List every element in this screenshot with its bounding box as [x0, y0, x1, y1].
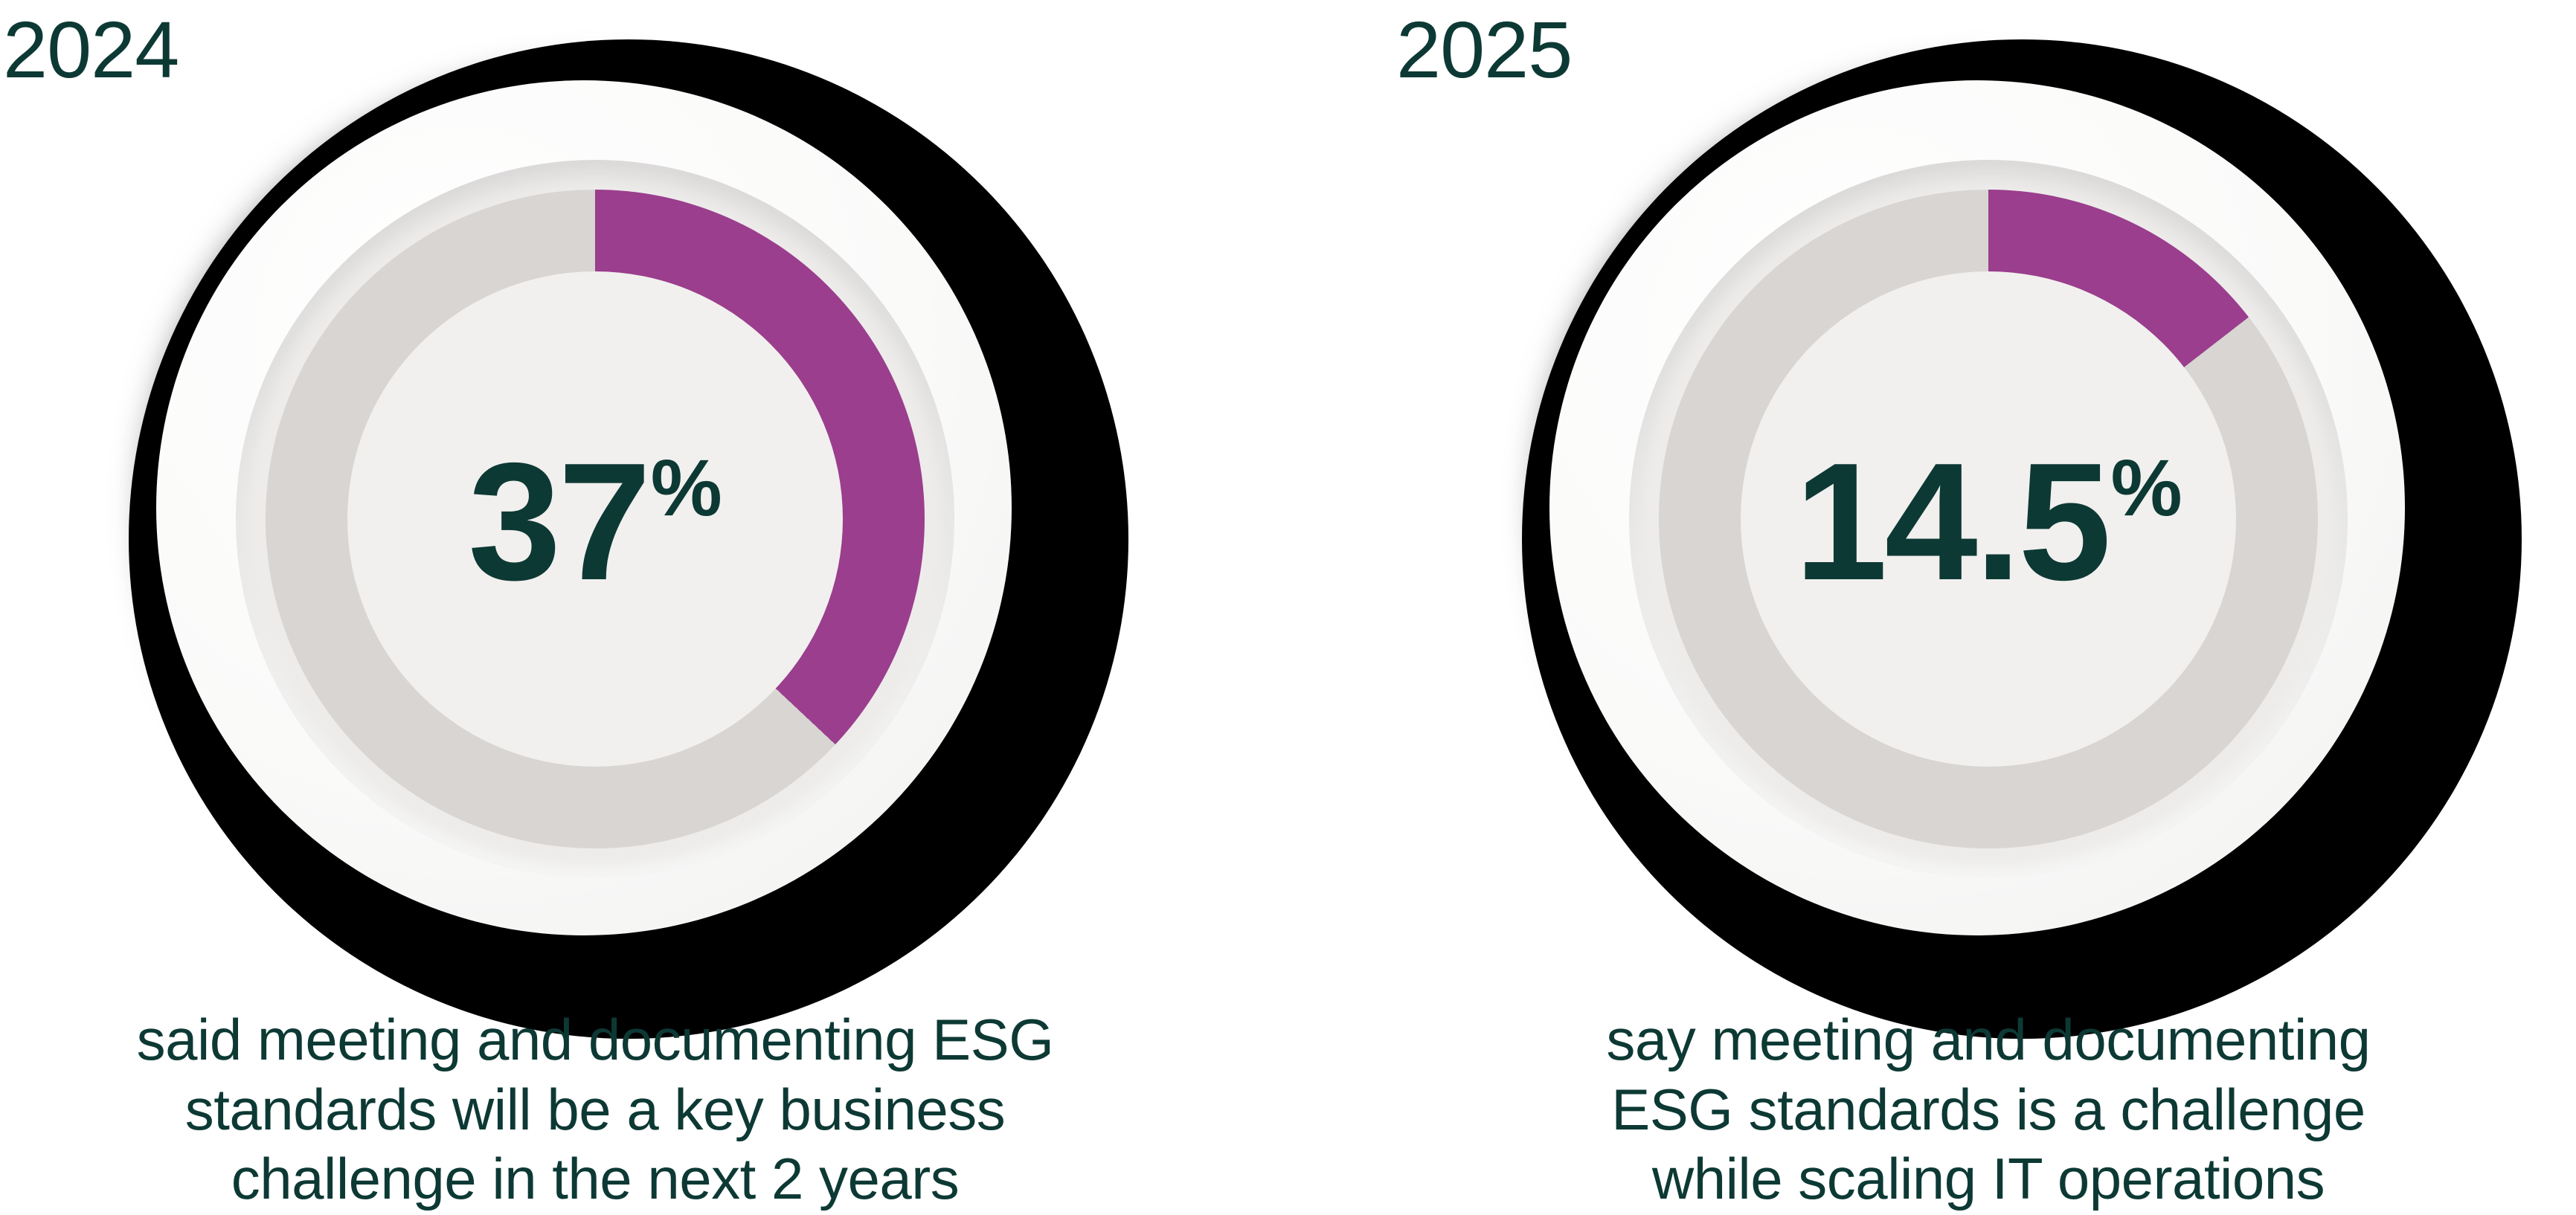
year-label-2025: 2025 — [1396, 4, 1573, 94]
year-label-2024: 2024 — [3, 4, 179, 94]
gauge-chart-2025: 2025 14.5% say meeting and documenting E… — [1393, 0, 2576, 1215]
percent-value: 14.5 — [1794, 427, 2111, 615]
gauge-chart-2024: 2024 37% said meeting and documenting ES… — [0, 0, 1183, 1215]
percent-sign: % — [650, 442, 722, 533]
percent-value: 37 — [468, 427, 651, 615]
percent-sign: % — [2110, 442, 2182, 533]
gauge-center-disc: 37% — [347, 271, 843, 767]
gauge-caption: said meeting and documenting ESG standar… — [136, 1007, 1054, 1212]
percent-readout: 37% — [468, 437, 722, 605]
gauge-center-disc: 14.5% — [1741, 271, 2236, 767]
gauge-caption: say meeting and documenting ESG standard… — [1606, 1007, 2371, 1212]
percent-readout: 14.5% — [1794, 437, 2182, 605]
